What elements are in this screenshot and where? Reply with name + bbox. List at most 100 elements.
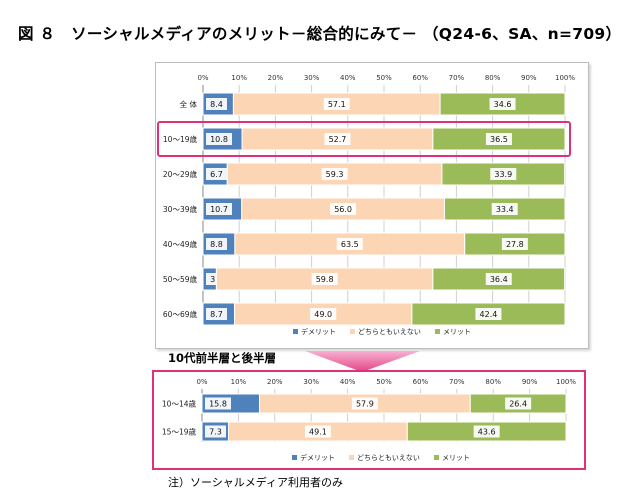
x-tick-label: 50% (376, 74, 392, 82)
value-label: 8.4 (210, 100, 223, 109)
x-tick-label: 30% (303, 378, 319, 386)
legend-label: デメリット (300, 453, 335, 462)
category-label: 40～49歳 (163, 239, 198, 249)
legend-label: どちらともいえない (358, 328, 421, 336)
value-label-box (485, 273, 512, 285)
legend-swatch (350, 329, 355, 334)
x-tick-label: 30% (304, 74, 320, 82)
x-tick-label: 20% (267, 378, 283, 386)
value-label: 49.0 (314, 310, 332, 319)
x-tick-label: 40% (340, 378, 356, 386)
main-chart-panel: 0% 10% 20% 30% 40% 50% 60% 70% 80% 90% 100% 全 体 8.4 5… (155, 62, 589, 349)
value-label-box (206, 168, 227, 180)
category-label: 10～14歳 (162, 399, 197, 409)
value-label: 6.7 (210, 170, 223, 179)
value-label: 34.6 (494, 100, 512, 109)
x-tick-label: 10% (231, 378, 247, 386)
value-label-box (206, 238, 227, 250)
legend-swatch (435, 329, 440, 334)
x-tick-label: 10% (231, 74, 247, 82)
legend-swatch (292, 455, 297, 460)
value-label-box (311, 273, 338, 285)
x-tick-label: 40% (340, 74, 356, 82)
x-tick-label: 80% (485, 378, 501, 386)
category-label: 50～59歳 (163, 274, 198, 284)
category-label: 60～69歳 (163, 309, 198, 319)
subtitle: 10代前半層と後半層 (168, 351, 277, 365)
value-label-box (206, 133, 232, 145)
value-label: 27.8 (506, 240, 524, 249)
value-label: 59.3 (326, 170, 344, 179)
value-label-box (336, 238, 363, 250)
teen-chart-panel: 0% 10% 20% 30% 40% 50% 60% 70% 80% 90% 100% 10～14歳 1… (152, 370, 586, 470)
value-label: 42.4 (480, 310, 498, 319)
value-label-box (501, 238, 528, 250)
category-label: 10～19歳 (163, 134, 198, 144)
highlight-frame (157, 121, 571, 157)
value-label: 56.0 (334, 205, 352, 214)
teen-chart-frame (152, 370, 586, 470)
value-label-box (489, 98, 516, 110)
value-label-box (206, 308, 227, 320)
value-label-box (205, 397, 231, 410)
value-label-box (206, 98, 227, 110)
value-label: 59.8 (316, 275, 334, 284)
value-label: 57.9 (356, 400, 374, 409)
x-tick-label: 100% (555, 74, 575, 82)
legend-swatch (293, 329, 298, 334)
value-label: 43.6 (478, 428, 496, 437)
x-tick-label: 60% (413, 378, 429, 386)
value-label-box (330, 203, 357, 215)
value-label-box (473, 425, 500, 438)
category-label: 15～19歳 (162, 427, 197, 437)
value-label-box (324, 133, 351, 145)
legend-swatch (434, 455, 439, 460)
value-label: 57.1 (328, 100, 346, 109)
legend-label: どちらともいえない (357, 454, 420, 462)
value-label-box (321, 168, 348, 180)
value-label: 8.8 (210, 240, 223, 249)
x-tick-label: 50% (376, 378, 392, 386)
main-stacked-bar-chart: 0% 10% 20% 30% 40% 50% 60% 70% 80% 90% 100% 全 体 8.4 5… (157, 74, 575, 336)
category-label: 30～39歳 (163, 204, 198, 214)
legend-label: デメリット (301, 327, 336, 336)
value-label-box (475, 308, 502, 320)
value-label-box (485, 133, 512, 145)
category-label: 20～29歳 (163, 169, 198, 179)
category-label: 全 体 (180, 99, 198, 109)
value-label-box (323, 98, 350, 110)
value-label: 49.1 (309, 428, 327, 437)
value-label-box (505, 397, 532, 410)
value-label-box (351, 397, 378, 410)
x-tick-label: 60% (412, 74, 428, 82)
connector-arrow-shape (305, 351, 420, 372)
value-label: 33.9 (494, 170, 512, 179)
value-label-box (304, 425, 331, 438)
value-label: 26.4 (509, 400, 527, 409)
x-tick-label: 70% (449, 378, 465, 386)
x-tick-label: 0% (196, 378, 207, 386)
value-label: 36.5 (490, 135, 508, 144)
x-tick-label: 0% (197, 74, 208, 82)
value-label: 10.8 (210, 135, 228, 144)
x-tick-label: 70% (449, 74, 465, 82)
value-label: 36.4 (490, 275, 508, 284)
x-tick-label: 90% (522, 378, 538, 386)
legend-swatch (349, 455, 354, 460)
legend-label: メリット (442, 454, 470, 462)
x-tick-label: 80% (485, 74, 501, 82)
value-label: 15.8 (209, 400, 227, 409)
value-label-box (206, 203, 232, 215)
value-label-box (205, 425, 226, 438)
value-label: 33.4 (496, 205, 514, 214)
value-label: 63.5 (341, 240, 359, 249)
value-label: 7.3 (209, 428, 222, 437)
figure-title: 図 ８ ソーシャルメディアのメリット－総合的にみて－ （Q24-6、SA、n=7… (18, 25, 622, 43)
x-tick-label: 20% (268, 74, 284, 82)
value-label-box (491, 203, 518, 215)
teen-stacked-bar-chart: 0% 10% 20% 30% 40% 50% 60% 70% 80% 90% 100% 10～14歳 1… (152, 370, 586, 470)
legend-label: メリット (443, 328, 471, 336)
x-tick-label: 90% (521, 74, 537, 82)
value-label-box (490, 168, 517, 180)
value-label: 10.7 (210, 205, 228, 214)
